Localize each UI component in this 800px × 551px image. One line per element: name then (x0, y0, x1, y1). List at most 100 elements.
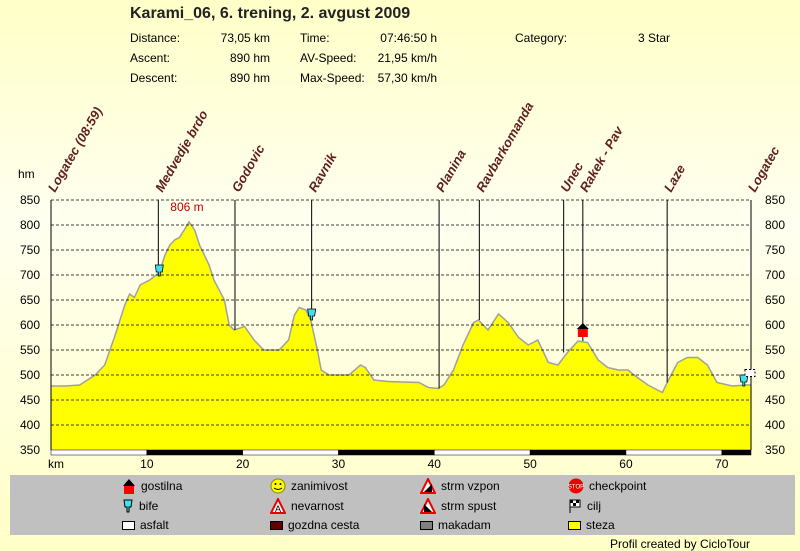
legend-item-steza: steza (568, 518, 615, 532)
waypoint-label: Ravbarkomanda (473, 99, 537, 194)
x-tick-label: 60 (619, 457, 633, 471)
y-tick-label-right: 750 (765, 243, 785, 257)
waypoint-label: Logatec (08:59) (45, 104, 106, 194)
waypoint-label: Ravnik (305, 149, 340, 194)
y-tick-label-left: 400 (20, 418, 40, 432)
danger-icon: A (270, 498, 286, 514)
gostilna-icon (122, 478, 136, 494)
stat-label: Descent: (130, 71, 178, 85)
y-tick-label-right: 450 (765, 393, 785, 407)
stat-label: Category: (515, 31, 568, 45)
waypoint-label: Medvedje brdo (152, 108, 211, 195)
stat-value: 890 hm (229, 51, 270, 65)
stat-value: 890 hm (229, 71, 270, 85)
x-tick-label: 30 (332, 457, 346, 471)
y-tick-label-right: 600 (765, 318, 785, 332)
y-tick-label-left: 350 (20, 443, 40, 457)
y-tick-label-left: 750 (20, 243, 40, 257)
stop-icon: STOP (568, 478, 584, 494)
waypoint-label: Rakek - Pav (576, 123, 626, 194)
makadam-swatch (420, 520, 433, 530)
legend-label: zanimivost (291, 479, 348, 493)
legend-label: strm vzpon (441, 479, 500, 493)
legend-item-gostilna: gostilna (122, 478, 182, 494)
finish-flag-icon (568, 498, 582, 514)
legend-item-bife: bife (122, 498, 158, 514)
legend-item-asfalt: asfalt (122, 518, 169, 532)
profile-line (51, 220, 751, 394)
smiley-icon (270, 478, 286, 494)
x-tick-label: 40 (428, 457, 442, 471)
y-tick-label-right: 500 (765, 368, 785, 382)
bife-icon (122, 498, 134, 514)
stat-label: AV-Speed: (300, 51, 357, 65)
x-tick-label: 20 (236, 457, 250, 471)
waypoint-label: Logatec (745, 143, 783, 194)
x-tick-label: 70 (715, 457, 729, 471)
legend-label: checkpoint (589, 479, 647, 493)
elevation-chart: 350 350 400 400 450 450 500 500 550 550 600 600 650 6… (18, 99, 785, 471)
bife-icon (739, 374, 749, 387)
gostilna-roof-icon (576, 323, 589, 329)
waypoint-label: Planina (433, 147, 469, 195)
stat-label: Max-Speed: (300, 71, 365, 85)
y-tick-label-right: 800 (765, 218, 785, 232)
max-elevation-label: 806 m (170, 200, 203, 214)
y-tick-label-right: 650 (765, 293, 785, 307)
y-tick-label-right: 700 (765, 268, 785, 282)
y-tick-label-right: 400 (765, 418, 785, 432)
y-tick-label-left: 850 (20, 193, 40, 207)
legend-label: strm spust (441, 499, 497, 513)
y-tick-label-left: 550 (20, 343, 40, 357)
stat-label: Distance: (130, 31, 181, 45)
legend-label: makadam (438, 518, 491, 532)
y-tick-label-left: 800 (20, 218, 40, 232)
steza-swatch (568, 520, 581, 530)
km-scale-segment (721, 449, 752, 456)
stat-value: 3 Star (637, 31, 670, 45)
legend-item-strm-vzpon: strm vzpon (420, 478, 500, 494)
waypoint-label: Laze (661, 162, 688, 195)
km-scale-segment (50, 449, 148, 456)
stat-value: 57,30 km/h (377, 71, 437, 85)
finish-flag-icon (744, 369, 756, 377)
km-scale-segment (146, 449, 243, 456)
y-axis-label: hm (18, 167, 35, 181)
gostilna-icon (577, 329, 588, 337)
legend-label: cilj (587, 499, 601, 513)
stat-label: Time: (300, 31, 330, 45)
legend-item-makadam: makadam (420, 518, 491, 532)
asfalt-swatch (122, 520, 135, 530)
legend-item-gozdna-cesta: gozdna cesta (270, 518, 359, 532)
legend-label: gozdna cesta (288, 518, 360, 532)
km-scale-segment (434, 449, 531, 456)
legend-item-zanimivost: zanimivost (270, 478, 348, 494)
legend-item-cilj: cilj (568, 498, 601, 514)
y-tick-label-right: 350 (765, 443, 785, 457)
legend-item-checkpoint: STOP checkpoint (568, 478, 646, 494)
steep-up-icon (420, 478, 436, 494)
km-scale-segment (625, 449, 723, 456)
svg-text:A: A (275, 504, 281, 514)
legend-label: gostilna (141, 479, 183, 493)
x-tick-label: 50 (523, 457, 537, 471)
y-tick-label-right: 850 (765, 193, 785, 207)
x-axis-label: km (48, 457, 64, 471)
bife-icon (154, 264, 164, 277)
legend-label: steza (586, 518, 615, 532)
legend-label: bife (139, 499, 159, 513)
legend-label: nevarnost (291, 499, 344, 513)
stat-label: Ascent: (130, 51, 171, 65)
page-title: Karami_06, 6. trening, 2. avgust 2009 (130, 5, 411, 22)
y-tick-label-left: 700 (20, 268, 40, 282)
svg-text:STOP: STOP (568, 485, 584, 491)
stat-value: 21,95 km/h (377, 51, 437, 65)
credit-text: Profil created by CicloTour (609, 537, 750, 551)
y-tick-label-right: 550 (765, 343, 785, 357)
y-tick-label-left: 450 (20, 393, 40, 407)
y-tick-label-left: 500 (20, 368, 40, 382)
x-tick-label: 10 (140, 457, 154, 471)
steep-down-icon (420, 498, 436, 514)
legend-label: asfalt (140, 518, 169, 532)
